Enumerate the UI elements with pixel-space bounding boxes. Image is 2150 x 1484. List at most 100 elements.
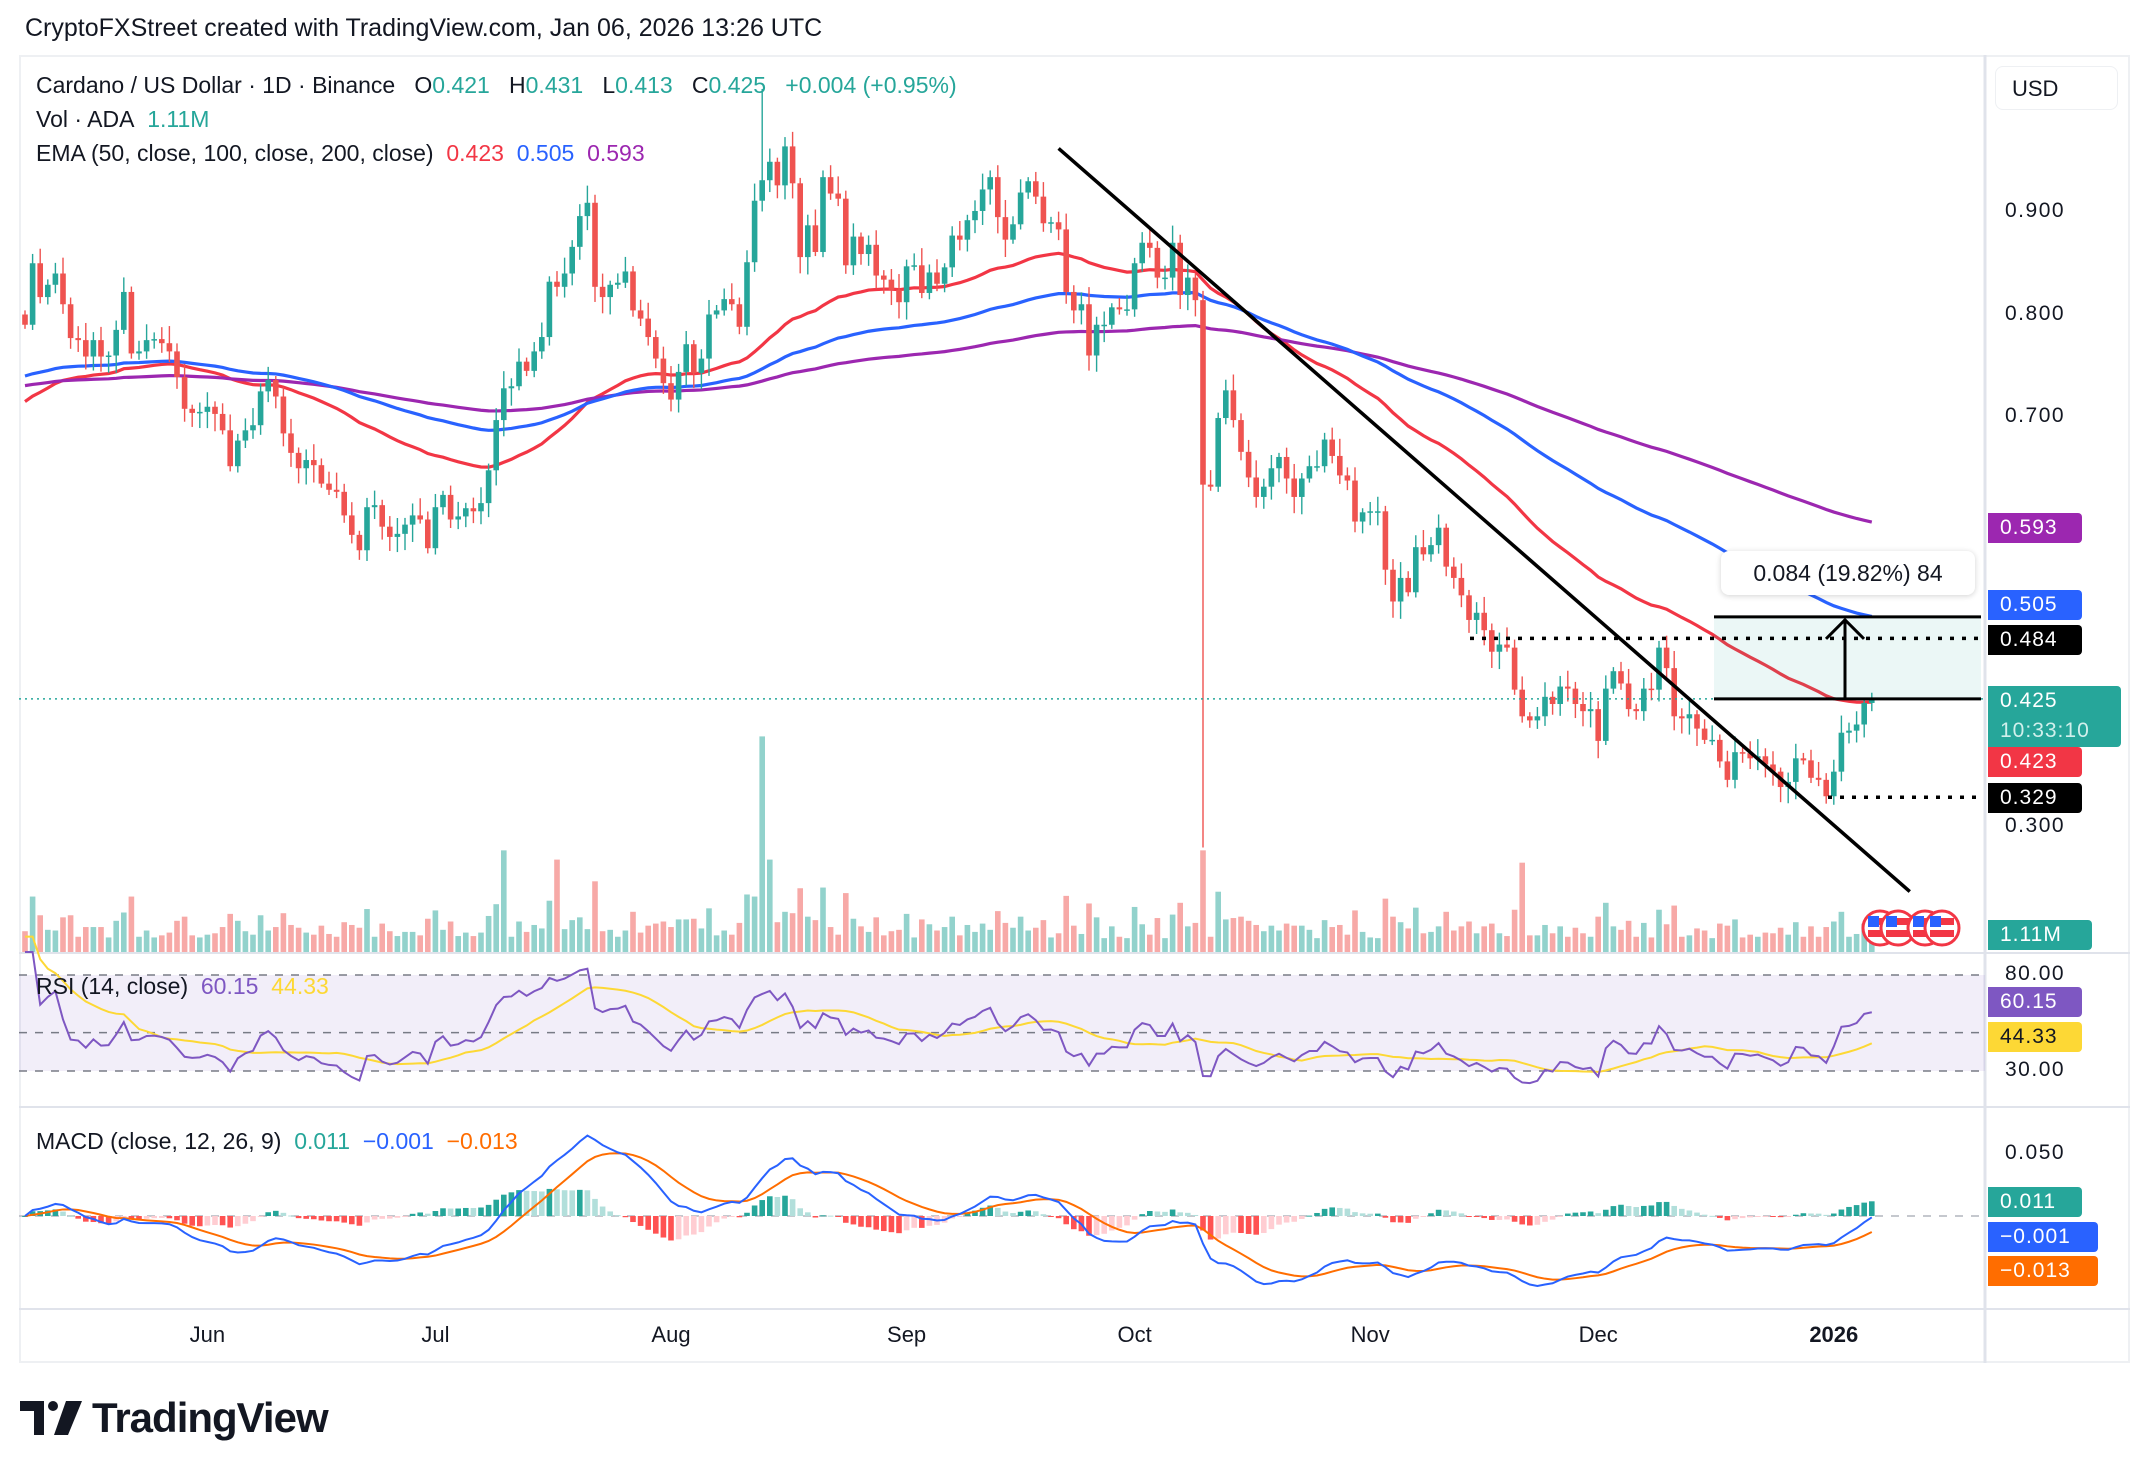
macd-histogram-bar: [706, 1216, 712, 1227]
candle-body: [1603, 688, 1609, 741]
candle-body: [1109, 307, 1115, 325]
volume-bar: [827, 927, 834, 952]
candle: [1701, 719, 1708, 744]
candle-body: [37, 263, 43, 298]
candle: [98, 326, 104, 372]
volume-bar: [1314, 938, 1320, 952]
volume-bar: [979, 923, 986, 952]
candle-body: [721, 299, 727, 311]
volume-bar: [858, 926, 864, 952]
macd-histogram-bar: [1549, 1216, 1556, 1220]
us-flag-stripe: [1868, 918, 1892, 925]
candle: [1496, 632, 1503, 670]
macd-histogram-bar: [691, 1216, 697, 1235]
volume-bar: [1861, 923, 1867, 952]
candle: [873, 230, 879, 289]
candle-body: [470, 508, 477, 512]
symbol-title[interactable]: Cardano / US Dollar · 1D · Binance: [36, 72, 396, 98]
candle: [1154, 241, 1161, 289]
volume-bar: [75, 936, 81, 952]
candle: [250, 408, 256, 439]
candle-body: [660, 358, 667, 384]
candle: [797, 177, 803, 274]
macd-histogram-bar: [713, 1216, 720, 1223]
us-flag-stripe: [1868, 930, 1892, 937]
candle-body: [1496, 644, 1503, 652]
price-tag-0-505: 0.505: [1988, 590, 2082, 620]
candle-body: [858, 236, 864, 255]
candle: [1215, 412, 1221, 492]
candle: [128, 286, 135, 359]
time-axis-label: Oct: [1117, 1322, 1152, 1347]
volume-bar: [698, 928, 705, 952]
volume-bar: [227, 913, 233, 952]
us-flag-canton: [1886, 916, 1897, 927]
candle: [1124, 294, 1130, 316]
candle-body: [1367, 511, 1373, 513]
candle-body: [1838, 732, 1845, 772]
volume-bar: [37, 915, 43, 952]
currency-button[interactable]: USD: [1995, 66, 2118, 110]
chart-frame: [19, 55, 2130, 1363]
macd-histogram-bar: [1625, 1206, 1632, 1216]
macd-histogram-bar: [896, 1216, 902, 1234]
volume-bar: [1549, 933, 1556, 952]
candle-body: [1344, 475, 1351, 481]
volume-bar: [1846, 936, 1852, 952]
candle-body: [151, 339, 157, 341]
macd-histogram-bar: [615, 1215, 621, 1217]
us-flag-icon: [1879, 909, 1917, 947]
volume-bar: [1671, 905, 1677, 952]
macd-histogram-bar: [554, 1189, 560, 1216]
volume-bar: [1413, 907, 1419, 952]
volume-bar: [1390, 916, 1396, 952]
candle: [1853, 711, 1860, 743]
candle: [812, 209, 819, 257]
volume-bar: [592, 881, 598, 952]
macd-histogram-bar: [303, 1216, 309, 1219]
candle-body: [1162, 277, 1168, 280]
ema-legend[interactable]: EMA (50, close, 100, close, 200, close) …: [36, 136, 645, 170]
candle: [1397, 562, 1404, 619]
macd-histogram-bar: [1329, 1207, 1335, 1216]
candle: [1055, 211, 1062, 241]
candle: [569, 240, 575, 286]
volume-bar: [729, 934, 735, 952]
macd-histogram-bar: [1169, 1209, 1176, 1216]
volume-bar: [333, 936, 340, 952]
volume-bar: [949, 916, 955, 952]
macd-legend[interactable]: MACD (close, 12, 26, 9) 0.011 −0.001 −0.…: [36, 1124, 518, 1158]
volume-bar: [29, 896, 36, 952]
macd-histogram-bar: [1587, 1211, 1594, 1216]
tradingview-logo[interactable]: TradingView: [20, 1394, 329, 1441]
volume-bar: [1770, 933, 1776, 952]
macd-histogram-bar: [1131, 1216, 1138, 1220]
candle-body: [523, 361, 530, 371]
macd-histogram-bar: [645, 1216, 651, 1230]
macd-histogram-bar: [1413, 1216, 1419, 1219]
macd-histogram-bar: [531, 1191, 537, 1216]
candle-body: [736, 304, 743, 327]
macd-histogram-bar: [1534, 1216, 1541, 1225]
macd-histogram-bar: [1359, 1213, 1366, 1216]
macd-histogram-bar: [1648, 1205, 1655, 1216]
candle: [926, 264, 933, 300]
measure-label[interactable]: 0.084 (19.82%) 84: [1721, 551, 1975, 595]
volume-bar: [1458, 926, 1465, 952]
macd-histogram-bar: [1017, 1211, 1024, 1216]
price-tag-value: 0.423: [2000, 750, 2058, 773]
candle: [1717, 734, 1723, 768]
candle: [1253, 460, 1259, 508]
macd-histogram-bar: [1428, 1213, 1434, 1216]
volume-bar: [151, 937, 157, 952]
candle: [774, 157, 781, 199]
candle-body: [713, 310, 720, 315]
volume-legend[interactable]: Vol · ADA 1.11M: [36, 102, 209, 136]
rsi-legend[interactable]: RSI (14, close) 60.15 44.33: [36, 969, 329, 1003]
candle-body: [987, 177, 993, 190]
volume-bar: [1496, 933, 1503, 952]
macd-histogram-bar: [1869, 1201, 1875, 1216]
candle: [204, 392, 211, 429]
macd-histogram-bar: [1382, 1216, 1389, 1218]
